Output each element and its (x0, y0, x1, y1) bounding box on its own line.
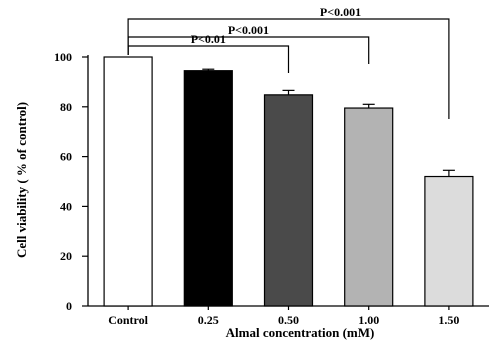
bar (263, 94, 314, 307)
x-tick-label: 1.50 (438, 313, 459, 327)
x-axis-title: Almal concentration (mM) (226, 325, 375, 340)
plot-area: 0 20 40 60 80 100 Control 0.25 0.50 1.00 1.50 P<0.0… (54, 5, 489, 327)
y-tick-label: 0 (66, 299, 72, 313)
significance-label: P<0.01 (191, 32, 226, 46)
bar (183, 70, 233, 307)
bar (344, 107, 394, 307)
y-tick-label: 100 (54, 50, 72, 64)
significance-label: P<0.001 (228, 23, 269, 37)
significance-label: P<0.001 (320, 5, 361, 19)
x-tick-label: 0.50 (278, 313, 299, 327)
x-tick-label: 1.00 (358, 313, 379, 327)
y-tick-label: 80 (60, 100, 72, 114)
y-tick-label: 60 (60, 150, 72, 164)
x-tick-label: Control (108, 313, 148, 327)
bar (424, 175, 474, 307)
y-tick-label: 20 (60, 249, 72, 263)
significance-bracket (127, 36, 370, 64)
bar (103, 56, 153, 307)
y-axis-title: Cell viability ( % of control) (14, 102, 29, 258)
y-tick-label: 40 (60, 199, 72, 213)
x-tick-label: 0.25 (198, 313, 219, 327)
significance-bracket (127, 18, 450, 119)
